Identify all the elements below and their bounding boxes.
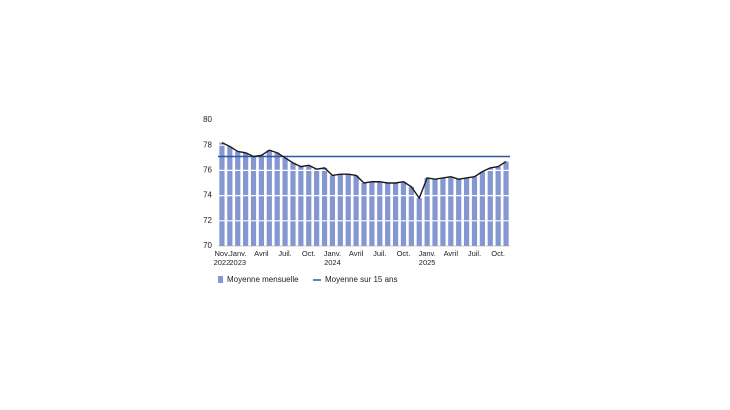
x-tick-label: Oct. [301, 249, 316, 258]
x-tick-label: Janv. 2025 [418, 249, 436, 267]
bar [440, 177, 446, 246]
bar [463, 177, 470, 246]
x-tick-label: Avril [254, 249, 269, 258]
bar [408, 186, 414, 246]
bar [385, 183, 391, 246]
x-tick-label: Avril [348, 249, 364, 258]
bar [306, 165, 312, 246]
x-tick-label: Oct. [396, 249, 411, 258]
bar [471, 176, 478, 246]
bar [495, 166, 501, 246]
y-tick-label: 76 [203, 166, 212, 175]
bar [274, 152, 280, 246]
bar [298, 166, 304, 246]
bar [377, 181, 383, 246]
bar [282, 157, 288, 246]
x-tick-label: Janv. 2024 [323, 249, 342, 267]
bar [416, 198, 422, 246]
bar [432, 179, 438, 246]
x-tick-label: Nov. 2022 [213, 249, 231, 267]
legend-label: Moyenne sur 15 ans [325, 275, 398, 284]
bar [487, 167, 493, 246]
bar [329, 175, 336, 246]
bar [235, 151, 241, 246]
x-tick-label: Janv. 2023 [229, 249, 247, 267]
y-tick-label: 78 [203, 140, 212, 149]
bar [314, 169, 320, 246]
x-tick-label: Juil. [373, 249, 387, 258]
y-tick-label: 72 [203, 216, 212, 225]
x-tick-label: Avril [443, 249, 459, 258]
bar [369, 181, 375, 246]
bar [400, 181, 407, 246]
bar [290, 162, 296, 246]
bar [353, 175, 359, 246]
bar [392, 183, 399, 246]
bar [227, 146, 233, 246]
bar [456, 179, 462, 246]
legend-swatch [218, 276, 223, 283]
monthly-line [221, 142, 507, 200]
y-tick-label: 74 [203, 191, 212, 200]
bar [258, 155, 265, 246]
bar [250, 156, 257, 246]
bar [345, 174, 351, 246]
bar [337, 174, 343, 246]
bar [503, 161, 509, 246]
bar [219, 142, 225, 246]
bar [479, 171, 485, 246]
bar [266, 150, 272, 246]
bar [243, 152, 249, 246]
x-tick-label: Oct. [491, 249, 506, 258]
x-tick-label: Juil. [278, 249, 292, 258]
bar [361, 183, 367, 246]
y-tick-label: 70 [203, 241, 212, 250]
legend-label: Moyenne mensuelle [227, 275, 299, 284]
bar [321, 167, 328, 246]
y-tick-label: 80 [203, 115, 212, 124]
bar [448, 176, 454, 246]
x-tick-label: Juil. [467, 249, 482, 258]
bar [424, 177, 430, 246]
